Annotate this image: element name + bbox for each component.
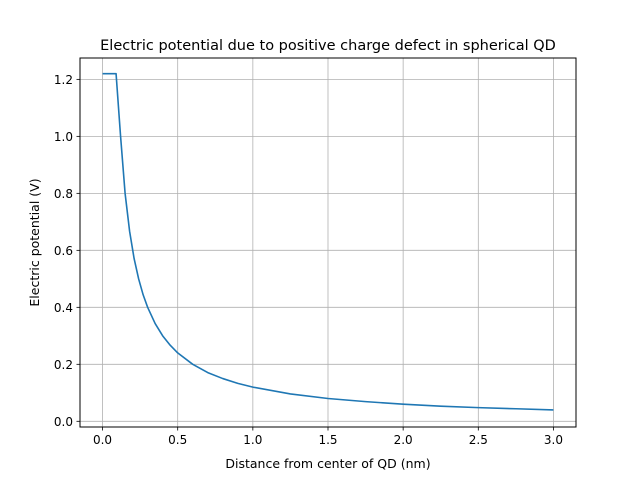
x-tick-label: 1.5	[318, 433, 337, 447]
y-tick-label: 1.0	[54, 130, 73, 144]
y-tick-label: 0.0	[54, 415, 73, 429]
series-line	[102, 72, 554, 411]
y-tick-label: 0.2	[54, 358, 73, 372]
y-tick-label: 0.6	[54, 244, 73, 258]
y-tick-label: 1.2	[54, 73, 73, 87]
y-tick-label: 0.4	[54, 301, 73, 315]
x-axis-label: Distance from center of QD (nm)	[225, 456, 430, 471]
x-tick-label: 3.0	[544, 433, 563, 447]
grid	[80, 58, 576, 427]
axes-frame	[79, 57, 577, 428]
x-tick-label: 2.0	[394, 433, 413, 447]
x-tick-label: 1.0	[243, 433, 262, 447]
chart-title: Electric potential due to positive charg…	[100, 38, 556, 54]
x-tick-label: 2.5	[469, 433, 488, 447]
y-axis-label: Electric potential (V)	[27, 178, 42, 306]
y-tick-label: 0.8	[54, 187, 73, 201]
series	[102, 72, 554, 411]
x-tick-label: 0.0	[93, 433, 112, 447]
ticks: 0.0 0.5 1.0 1.5 2.0 2.5 3.0 0.0 0.2 0.4 0.6 0.8 1.0 1…	[54, 73, 563, 447]
x-tick-label: 0.5	[168, 433, 187, 447]
